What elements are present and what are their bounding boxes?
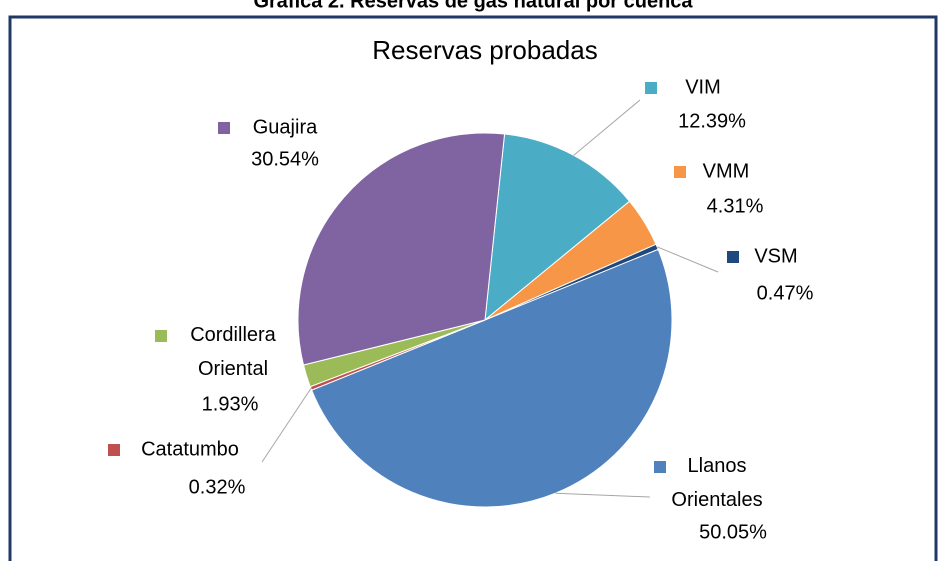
legend-marker (727, 251, 739, 263)
leader-line (656, 246, 719, 273)
legend-marker (645, 82, 657, 94)
category-label: VIM (685, 76, 721, 98)
category-label: Llanos Orientales (671, 455, 762, 511)
category-label: Cordillera Oriental (190, 324, 276, 380)
percent-label: 12.39% (678, 110, 746, 132)
category-label: Catatumbo (141, 438, 239, 460)
legend-marker (155, 330, 167, 342)
legend-marker (654, 461, 666, 473)
percent-label: 0.32% (189, 476, 246, 498)
percent-label: 4.31% (707, 195, 764, 217)
chart-title: Gráfica 2. Reservas de gas natural por c… (253, 0, 693, 12)
leader-line (573, 99, 641, 156)
leader-line (555, 492, 651, 498)
chart-subtitle: Reservas probadas (372, 35, 597, 65)
leader-line (261, 388, 312, 463)
pie-slice (311, 248, 673, 508)
pie-slice (297, 132, 506, 366)
category-label: Guajira (253, 116, 318, 138)
legend-marker (108, 444, 120, 456)
legend-marker (218, 122, 230, 134)
legend-marker (674, 166, 686, 178)
percent-label: 1.93% (202, 393, 259, 415)
percent-label: 30.54% (251, 148, 319, 170)
pie-slice (484, 133, 631, 322)
percent-label: 50.05% (699, 521, 767, 543)
category-label: VMM (703, 160, 750, 182)
percent-label: 0.47% (757, 282, 814, 304)
category-label: VSM (754, 245, 797, 267)
